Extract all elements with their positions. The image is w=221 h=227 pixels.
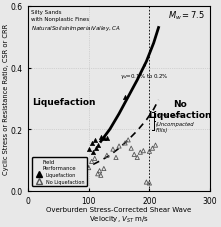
Point [123, 141, 127, 145]
Text: Silty Sands
with Nonplastic Fines
$\it{Natural Soils in Imperial Valley, CA}$: Silty Sands with Nonplastic Fines $\it{N… [32, 10, 121, 33]
Point [139, 151, 142, 154]
Point [114, 156, 118, 160]
Text: No
Liquefaction: No Liquefaction [148, 100, 211, 119]
Point [93, 157, 97, 160]
Point [92, 151, 95, 154]
Point [102, 167, 106, 170]
Point [148, 181, 151, 185]
Point [105, 137, 109, 141]
Legend: Liquefaction, No Liquefaction: Liquefaction, No Liquefaction [32, 157, 87, 187]
Text: $M_w = 7.5$: $M_w = 7.5$ [168, 10, 205, 22]
Text: $\gamma_d$=0.1% to 0.2%: $\gamma_d$=0.1% to 0.2% [120, 64, 169, 80]
Point [96, 143, 99, 147]
Point [105, 154, 109, 157]
Point [98, 169, 101, 173]
Point [142, 149, 145, 153]
X-axis label: Overburden Stress-Corrected Shear Wave
Velocity, $\it{V}_{ST}$ m/s: Overburden Stress-Corrected Shear Wave V… [46, 206, 192, 224]
Point [151, 147, 154, 150]
Text: Liquefaction: Liquefaction [32, 97, 96, 106]
Point [99, 174, 103, 177]
Point [87, 148, 90, 151]
Y-axis label: Cyclic Stress or Resistance Ratio, CSR or CRR: Cyclic Stress or Resistance Ratio, CSR o… [4, 24, 10, 174]
Point [117, 145, 121, 148]
Point [96, 172, 99, 176]
Point [135, 156, 139, 160]
Point [90, 141, 93, 145]
Point [87, 166, 90, 170]
Point [94, 146, 98, 150]
Point [90, 160, 93, 163]
Point [148, 150, 151, 153]
Point [102, 137, 106, 141]
Point [154, 144, 157, 147]
Point [123, 96, 127, 99]
Point [93, 138, 97, 142]
Point [111, 148, 115, 151]
Point [99, 135, 103, 139]
Point [130, 147, 133, 150]
Text: $\gamma_d$=0.03%
(Uncompacted
Fills): $\gamma_d$=0.03% (Uncompacted Fills) [156, 111, 194, 132]
Point [132, 153, 136, 156]
Point [126, 138, 130, 142]
Point [145, 180, 148, 184]
